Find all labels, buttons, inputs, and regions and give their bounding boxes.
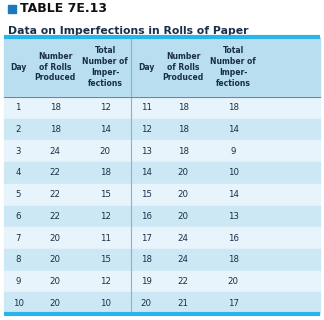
Text: 16: 16 — [227, 234, 238, 243]
Text: 22: 22 — [50, 190, 61, 199]
Text: 4: 4 — [16, 168, 21, 178]
Text: 18: 18 — [178, 103, 189, 112]
Text: Total
Number of
Imper-
fections: Total Number of Imper- fections — [82, 46, 128, 88]
Text: 10: 10 — [227, 168, 238, 178]
Text: 18: 18 — [99, 168, 110, 178]
Text: 24: 24 — [178, 255, 189, 264]
Text: 9: 9 — [230, 147, 236, 156]
Text: 17: 17 — [227, 299, 238, 308]
Text: 12: 12 — [99, 103, 110, 112]
Text: 20: 20 — [99, 147, 110, 156]
Text: 20: 20 — [50, 277, 61, 286]
Text: 20: 20 — [178, 190, 189, 199]
Text: 20: 20 — [50, 234, 61, 243]
Text: 2: 2 — [16, 125, 21, 134]
Text: 20: 20 — [50, 299, 61, 308]
Bar — [4, 205, 320, 227]
Text: 18: 18 — [141, 255, 152, 264]
Text: Total
Number of
Imper-
fections: Total Number of Imper- fections — [210, 46, 256, 88]
Text: Data on Imperfections in Rolls of Paper: Data on Imperfections in Rolls of Paper — [8, 26, 249, 36]
Text: 20: 20 — [50, 255, 61, 264]
Text: 10: 10 — [13, 299, 24, 308]
Bar — [4, 184, 320, 205]
Text: 14: 14 — [227, 125, 238, 134]
Bar — [4, 227, 320, 249]
Text: Number
of Rolls
Produced: Number of Rolls Produced — [163, 52, 204, 82]
Text: 11: 11 — [141, 103, 152, 112]
Text: 15: 15 — [99, 190, 110, 199]
Text: 13: 13 — [141, 147, 152, 156]
Text: Day: Day — [10, 62, 27, 71]
Bar — [4, 271, 320, 292]
Text: Number
of Rolls
Produced: Number of Rolls Produced — [35, 52, 76, 82]
Text: 17: 17 — [141, 234, 152, 243]
Text: 22: 22 — [50, 212, 61, 221]
Text: 19: 19 — [141, 277, 152, 286]
Text: 13: 13 — [227, 212, 238, 221]
Text: 6: 6 — [16, 212, 21, 221]
Text: 15: 15 — [99, 255, 110, 264]
Text: 8: 8 — [16, 255, 21, 264]
Text: 16: 16 — [141, 212, 152, 221]
Text: 18: 18 — [227, 103, 238, 112]
Text: 7: 7 — [16, 234, 21, 243]
Text: 18: 18 — [50, 103, 61, 112]
Bar — [4, 37, 320, 97]
Text: 18: 18 — [50, 125, 61, 134]
Text: 5: 5 — [16, 190, 21, 199]
Text: 1: 1 — [16, 103, 21, 112]
Text: 20: 20 — [178, 168, 189, 178]
Text: 14: 14 — [99, 125, 110, 134]
Text: 12: 12 — [99, 277, 110, 286]
Text: 22: 22 — [178, 277, 189, 286]
Text: 20: 20 — [178, 212, 189, 221]
Text: Day: Day — [138, 62, 155, 71]
Text: 12: 12 — [141, 125, 152, 134]
Bar — [8, 5, 16, 13]
Text: 15: 15 — [141, 190, 152, 199]
Text: 12: 12 — [99, 212, 110, 221]
Bar — [4, 119, 320, 140]
Text: 18: 18 — [227, 255, 238, 264]
Text: 14: 14 — [227, 190, 238, 199]
Bar — [4, 97, 320, 119]
Text: 10: 10 — [99, 299, 110, 308]
Text: 21: 21 — [178, 299, 189, 308]
Bar — [4, 162, 320, 184]
Text: 24: 24 — [50, 147, 61, 156]
Bar — [4, 249, 320, 271]
Bar — [4, 292, 320, 314]
Text: 18: 18 — [178, 125, 189, 134]
Text: 14: 14 — [141, 168, 152, 178]
Text: 18: 18 — [178, 147, 189, 156]
Text: 24: 24 — [178, 234, 189, 243]
Text: 22: 22 — [50, 168, 61, 178]
Text: 9: 9 — [16, 277, 21, 286]
Text: 20: 20 — [141, 299, 152, 308]
Text: 3: 3 — [16, 147, 21, 156]
Text: 11: 11 — [99, 234, 110, 243]
Bar — [4, 140, 320, 162]
Text: 20: 20 — [227, 277, 238, 286]
Text: TABLE 7E.13: TABLE 7E.13 — [20, 2, 107, 14]
